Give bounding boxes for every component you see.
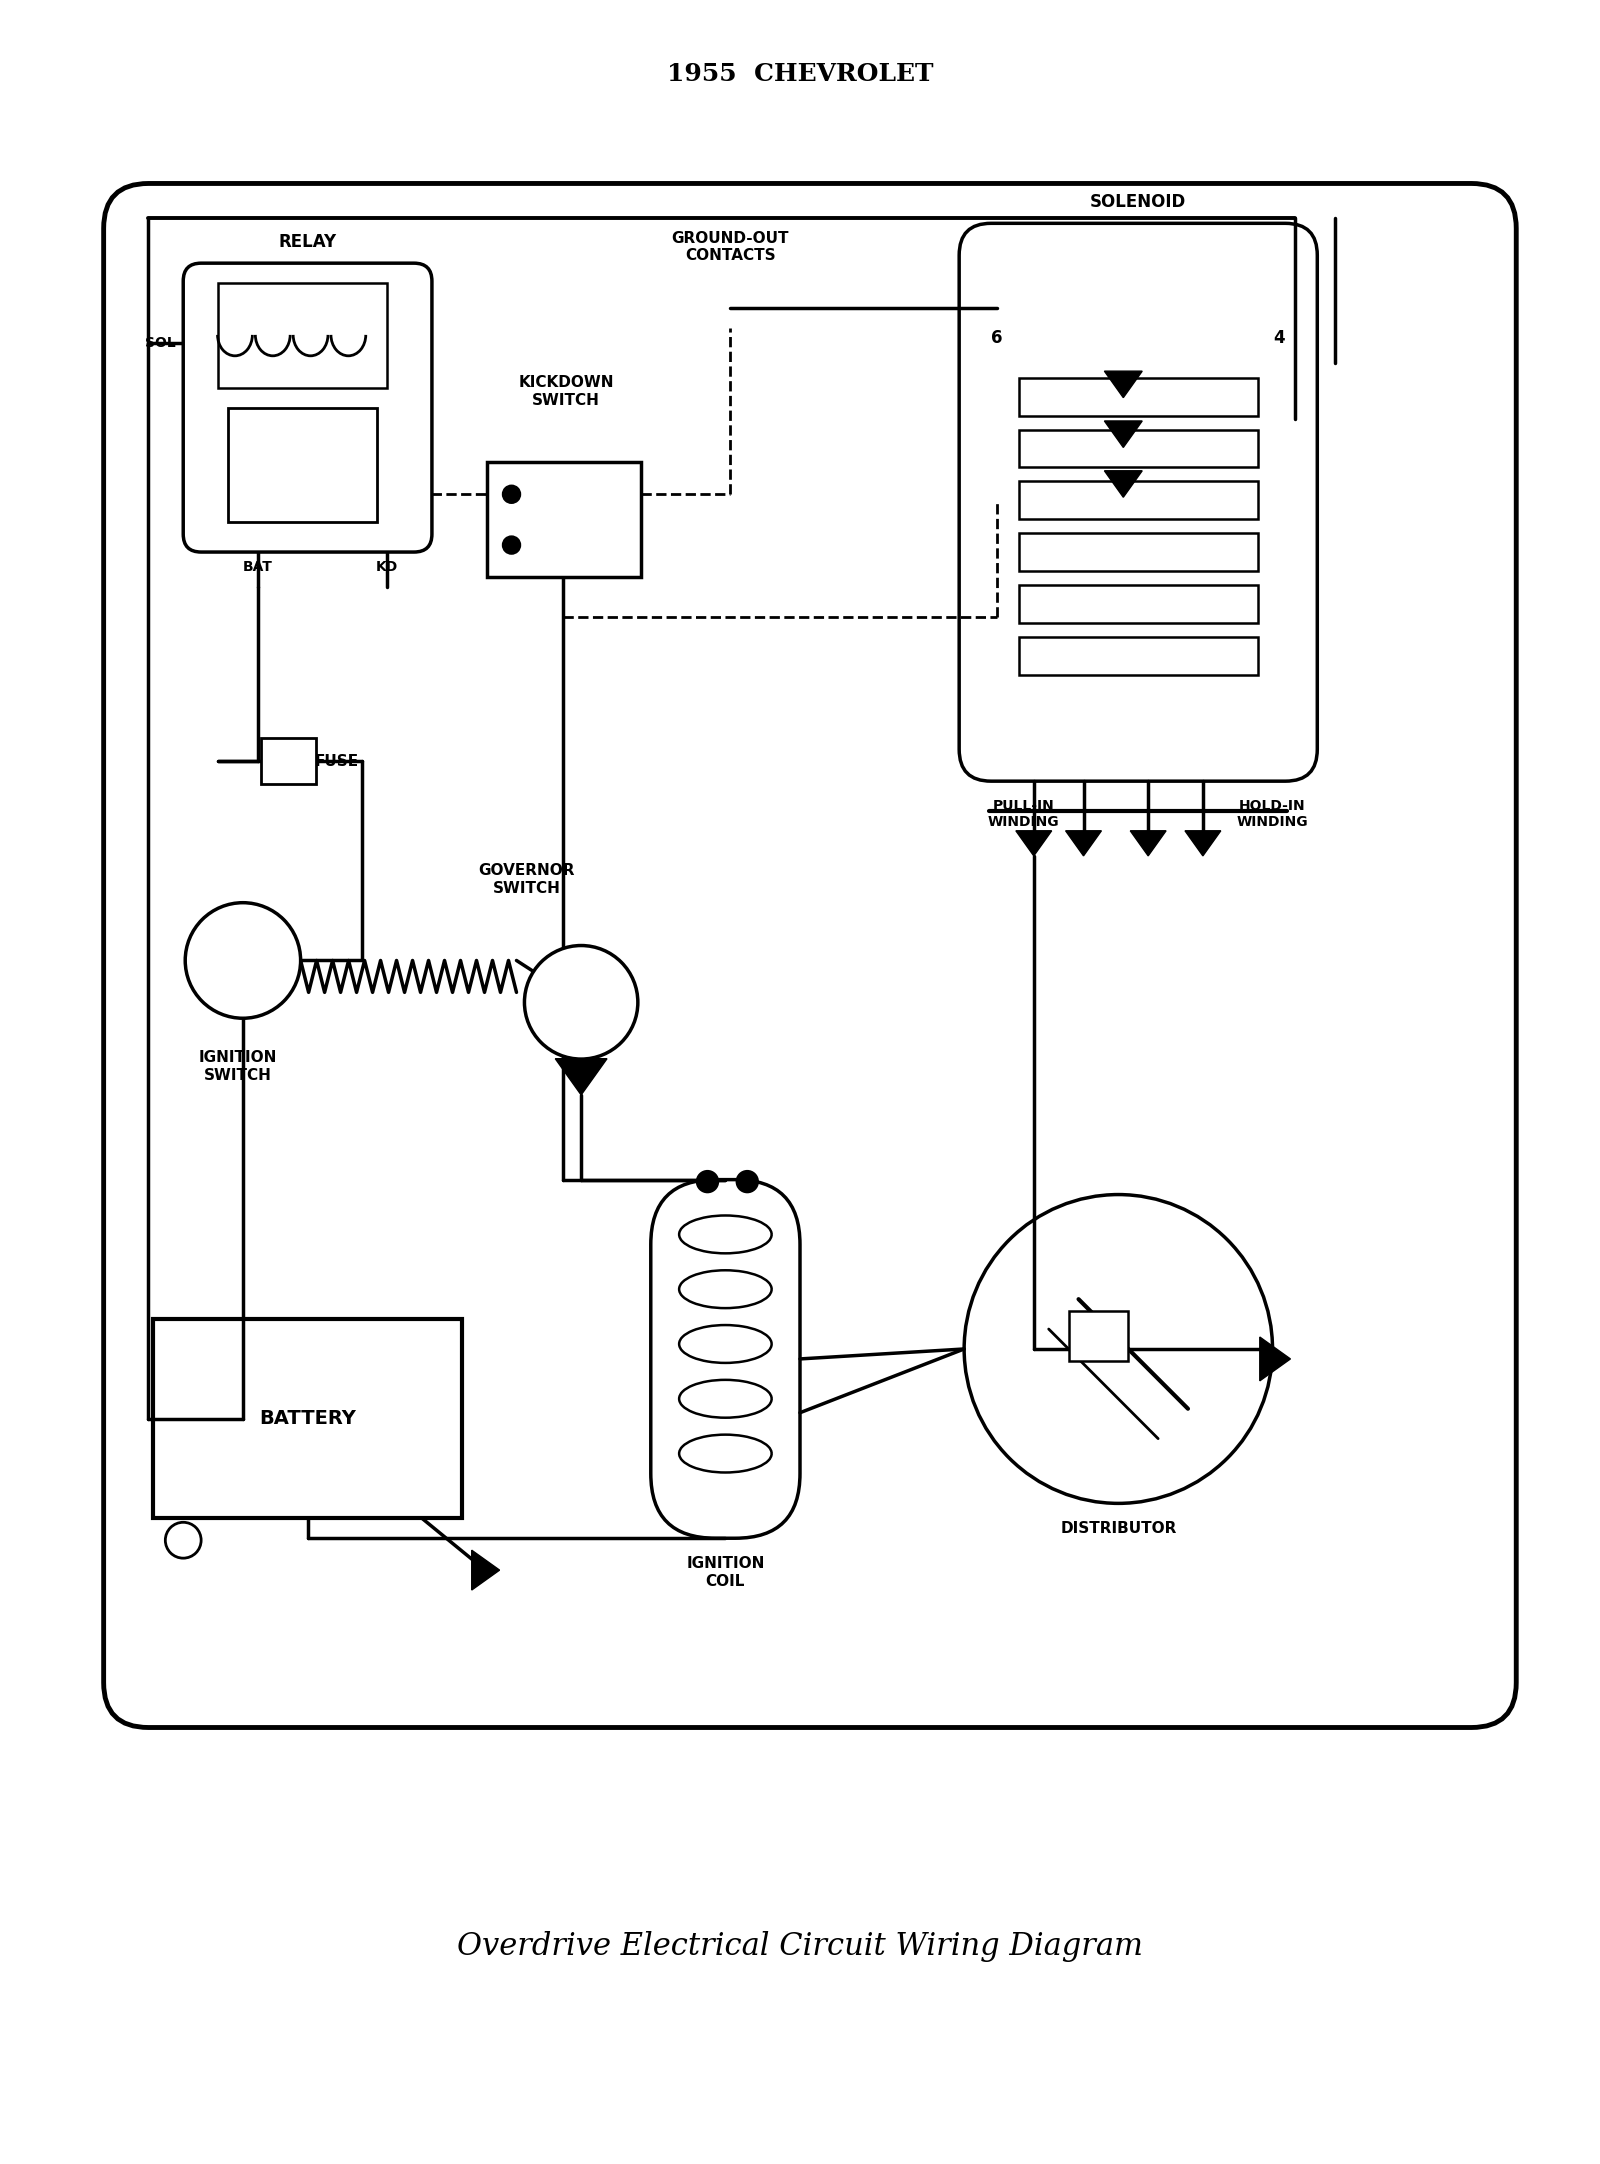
FancyBboxPatch shape [958,223,1317,781]
Polygon shape [472,1549,499,1591]
Text: IGNITION
SWITCH: IGNITION SWITCH [198,1050,277,1082]
Text: HOLD-IN
WINDING: HOLD-IN WINDING [1237,799,1309,829]
Text: IGNITION
COIL: IGNITION COIL [686,1556,765,1588]
Polygon shape [1104,472,1142,498]
Polygon shape [1066,831,1101,857]
Polygon shape [1104,422,1142,448]
Circle shape [738,1171,757,1192]
Text: BATTERY: BATTERY [259,1409,357,1428]
Polygon shape [1186,831,1221,857]
Text: FUSE: FUSE [315,753,358,768]
Text: 4: 4 [1274,329,1285,346]
Bar [1019,636,1258,675]
Bar [227,407,378,522]
Text: GOVERNOR
SWITCH: GOVERNOR SWITCH [478,863,574,896]
Text: RELAY: RELAY [278,234,336,251]
Polygon shape [1130,831,1166,857]
Text: BAT: BAT [243,560,272,573]
Bar [1019,584,1258,623]
FancyBboxPatch shape [104,184,1517,1727]
Circle shape [186,902,301,1019]
Bar [1019,532,1258,571]
Polygon shape [1259,1337,1291,1381]
Text: DISTRIBUTOR: DISTRIBUTOR [1061,1521,1176,1536]
Circle shape [698,1171,717,1192]
Circle shape [504,537,520,554]
Text: PULL-IN
WINDING: PULL-IN WINDING [989,799,1059,829]
Text: SOL: SOL [144,335,176,351]
Bar [261,738,315,783]
Text: KICKDOWN
SWITCH: KICKDOWN SWITCH [518,374,614,407]
FancyBboxPatch shape [184,264,432,552]
Text: Overdrive Electrical Circuit Wiring Diagram: Overdrive Electrical Circuit Wiring Diag… [458,1930,1142,1963]
FancyBboxPatch shape [651,1179,800,1539]
Text: KD: KD [376,560,398,573]
Circle shape [165,1521,202,1558]
Circle shape [965,1195,1272,1504]
Polygon shape [1104,372,1142,398]
Bar [1019,379,1258,415]
Bar [1069,1311,1128,1361]
Text: 1955  CHEVROLET: 1955 CHEVROLET [667,63,933,87]
Circle shape [504,487,520,502]
Bar [486,463,642,578]
Text: 6: 6 [992,329,1003,346]
Text: GROUND-OUT
CONTACTS: GROUND-OUT CONTACTS [672,232,789,264]
Text: SOLENOID: SOLENOID [1090,193,1186,212]
Bar [1019,480,1258,519]
Bar [218,283,387,387]
Bar [1019,428,1258,467]
Polygon shape [1016,831,1051,857]
Circle shape [525,946,638,1058]
Polygon shape [555,1058,606,1095]
Bar [154,1320,462,1519]
